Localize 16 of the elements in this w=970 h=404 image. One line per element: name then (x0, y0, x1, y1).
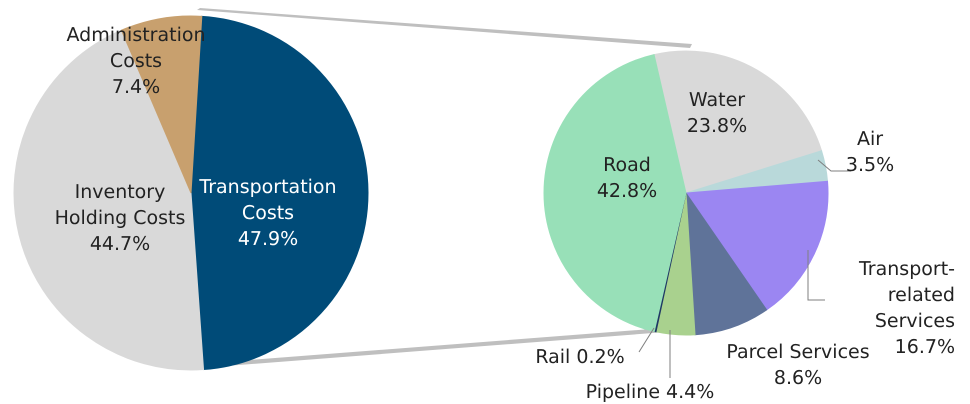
slice-label: Air (856, 128, 884, 150)
data-label: 8.6% (774, 367, 822, 389)
data-label: 23.8% (686, 115, 748, 137)
data-label: 16.7% (894, 336, 955, 358)
slice-label: Parcel Services (726, 341, 870, 363)
data-label: 47.9% (238, 228, 298, 250)
slice-label: Pipeline 4.4% (586, 381, 714, 403)
slice-label: Transportation Costs (198, 176, 337, 224)
data-label: 42.8% (596, 180, 658, 202)
slice-label: Road (603, 154, 651, 176)
data-label: 3.5% (846, 154, 894, 176)
slice-label: Inventory Holding Costs (54, 181, 186, 229)
data-label: 44.7% (90, 233, 150, 255)
slice-label: Rail 0.2% (535, 346, 625, 368)
slice-label: Water (688, 89, 746, 111)
slice-label: Transport-related Services (858, 258, 955, 332)
